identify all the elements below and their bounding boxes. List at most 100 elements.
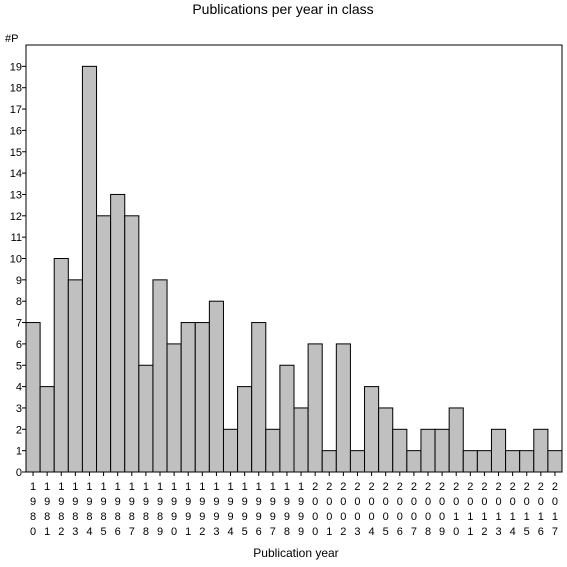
bar-1984 — [81, 65, 98, 473]
bar-1982 — [53, 258, 69, 473]
bar-2010 — [448, 407, 464, 473]
y-tick-label: 8 — [16, 296, 22, 308]
y-tick-label: 7 — [16, 318, 22, 330]
y-tick-label: 0 — [16, 467, 22, 479]
y-tick-label: 14 — [10, 168, 22, 180]
bar-2014 — [505, 450, 521, 473]
chart-title: Publications per year in class — [192, 1, 373, 17]
bar-2002 — [335, 343, 351, 473]
bar-2005 — [378, 407, 394, 473]
x-axis-title: Publication year — [253, 546, 338, 560]
y-tick-label: 12 — [10, 211, 22, 223]
y-tick-label: 1 — [16, 446, 22, 458]
y-tick-label: 11 — [11, 232, 22, 244]
bar-1996 — [251, 322, 267, 473]
bar-2013 — [490, 428, 507, 473]
bar-1991 — [180, 322, 196, 473]
bar-1980 — [25, 322, 41, 473]
bar-1997 — [265, 428, 281, 473]
y-tick-label: 4 — [16, 382, 22, 394]
bar-1981 — [39, 386, 55, 473]
bar-2000 — [307, 343, 323, 473]
bar-2003 — [349, 450, 366, 473]
bar-2015 — [519, 450, 535, 473]
bar-1995 — [237, 386, 253, 473]
bar-2001 — [321, 450, 337, 473]
bar-1990 — [166, 343, 182, 473]
y-tick-label: 15 — [10, 147, 22, 159]
y-tick-label: 6 — [16, 339, 22, 351]
bar-1999 — [293, 407, 309, 473]
y-tick-label: 5 — [16, 360, 22, 372]
bar-1989 — [152, 279, 168, 473]
y-tick-label: 17 — [10, 104, 22, 116]
bar-1998 — [279, 364, 295, 473]
bar-1992 — [194, 322, 210, 473]
bar-2016 — [533, 428, 549, 473]
bar-2009 — [434, 428, 450, 473]
bars — [25, 65, 563, 473]
bar-1993 — [208, 300, 224, 473]
y-tick-label: 3 — [16, 403, 22, 415]
bar-2012 — [476, 450, 492, 473]
bar-2006 — [392, 428, 408, 473]
y-tick-label: 18 — [10, 83, 22, 95]
x-axis-ticks: 1 9 8 0 1 9 8 1 1 9 8 2 1 9 8 3 1 9 8 4 1 9 8 5 1 9 8 6 1 9 8 7 1 9 8 8 1 9 8 9… — [30, 472, 558, 538]
bar-2004 — [364, 386, 380, 473]
y-tick-label: 13 — [10, 189, 22, 201]
bar-2008 — [420, 428, 436, 473]
y-tick-label: 19 — [10, 61, 22, 73]
y-tick-label: 10 — [10, 254, 22, 266]
bar-2011 — [462, 450, 478, 473]
bar-1986 — [110, 193, 126, 473]
bar-2017 — [547, 450, 563, 473]
y-tick-label: 2 — [16, 424, 22, 436]
bar-2007 — [406, 450, 422, 473]
bar-1988 — [138, 364, 154, 473]
bar-1985 — [96, 215, 112, 473]
bar-1987 — [124, 215, 140, 473]
y-tick-label: 9 — [16, 275, 22, 287]
y-tick-label: 16 — [10, 125, 22, 137]
bar-1994 — [222, 428, 239, 473]
